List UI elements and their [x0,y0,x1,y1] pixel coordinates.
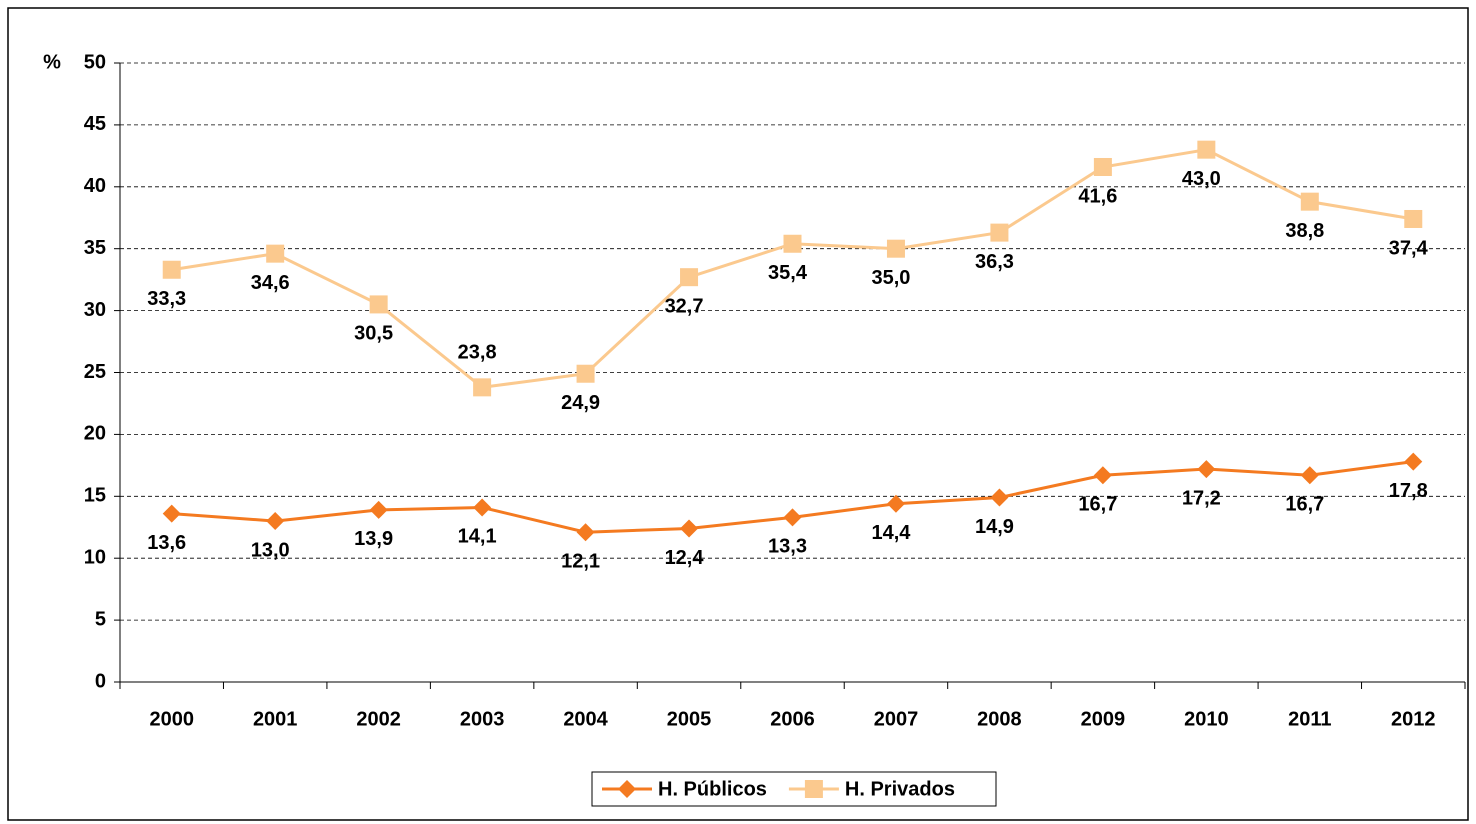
marker [473,378,492,397]
y-tick-label: 30 [84,299,106,321]
data-label: 14,1 [458,526,497,548]
marker [1197,460,1216,479]
marker [1404,209,1423,228]
legend-label: H. Públicos [658,778,767,800]
data-label: 33,3 [147,288,186,310]
marker [1300,192,1319,211]
y-tick-label: 35 [84,237,106,259]
marker [162,260,181,279]
x-tick-label: 2010 [1184,708,1229,730]
marker [886,239,905,258]
marker [1404,452,1423,471]
marker [886,494,905,513]
x-tick-label: 2002 [356,708,401,730]
data-label: 13,9 [354,528,393,550]
marker [1093,157,1112,176]
data-label: 37,4 [1389,237,1429,259]
data-label: 14,4 [871,522,911,544]
marker [369,295,388,314]
x-tick-label: 2009 [1081,708,1126,730]
data-label: 13,3 [768,536,807,558]
y-tick-label: 25 [84,361,106,383]
data-label: 16,7 [1078,494,1117,516]
y-tick-label: 40 [84,175,106,197]
x-tick-label: 2000 [149,708,194,730]
marker [783,234,802,253]
x-tick-label: 2012 [1391,708,1436,730]
x-tick-label: 2006 [770,708,815,730]
marker [576,523,595,542]
data-label: 12,1 [561,550,600,572]
y-tick-label: 45 [84,113,106,135]
y-axis-label: % [43,51,61,73]
marker [680,268,699,287]
marker [1093,466,1112,485]
data-label: 30,5 [354,323,393,345]
marker [804,780,823,798]
x-tick-label: 2001 [253,708,298,730]
data-label: 35,4 [768,262,808,284]
y-tick-label: 15 [84,485,106,507]
legend-label: H. Privados [845,778,955,800]
y-tick-label: 0 [95,670,106,692]
data-label: 23,8 [458,342,497,364]
marker [266,244,285,263]
marker [473,498,492,517]
data-label: 43,0 [1182,168,1221,190]
data-label: 41,6 [1078,185,1117,207]
marker [266,512,285,531]
data-label: 13,6 [147,532,186,554]
y-tick-label: 10 [84,546,106,568]
y-tick-label: 20 [84,423,106,445]
x-tick-label: 2004 [563,708,608,730]
data-label: 38,8 [1285,220,1324,242]
y-tick-label: 5 [95,608,106,630]
data-label: 35,0 [871,267,910,289]
marker [783,508,802,527]
y-tick-label: 50 [84,51,106,73]
x-tick-label: 2003 [460,708,505,730]
data-label: 13,0 [251,539,290,561]
x-tick-label: 2011 [1288,708,1331,730]
data-label: 17,8 [1389,480,1428,502]
data-label: 24,9 [561,392,600,414]
marker [618,780,636,798]
marker [990,488,1009,507]
data-label: 16,7 [1285,494,1324,516]
data-label: 36,3 [975,251,1014,273]
chart-border [7,7,1469,821]
data-label: 32,7 [665,295,704,317]
data-label: 17,2 [1182,487,1221,509]
x-tick-label: 2007 [874,708,919,730]
marker [162,504,181,523]
data-label: 12,4 [665,547,705,569]
marker [990,223,1009,242]
data-label: 34,6 [251,272,290,294]
marker [369,500,388,519]
x-tick-label: 2005 [667,708,712,730]
x-tick-label: 2008 [977,708,1022,730]
marker [680,519,699,538]
marker [576,364,595,383]
marker [1300,466,1319,485]
marker [1197,140,1216,159]
data-label: 14,9 [975,516,1014,538]
